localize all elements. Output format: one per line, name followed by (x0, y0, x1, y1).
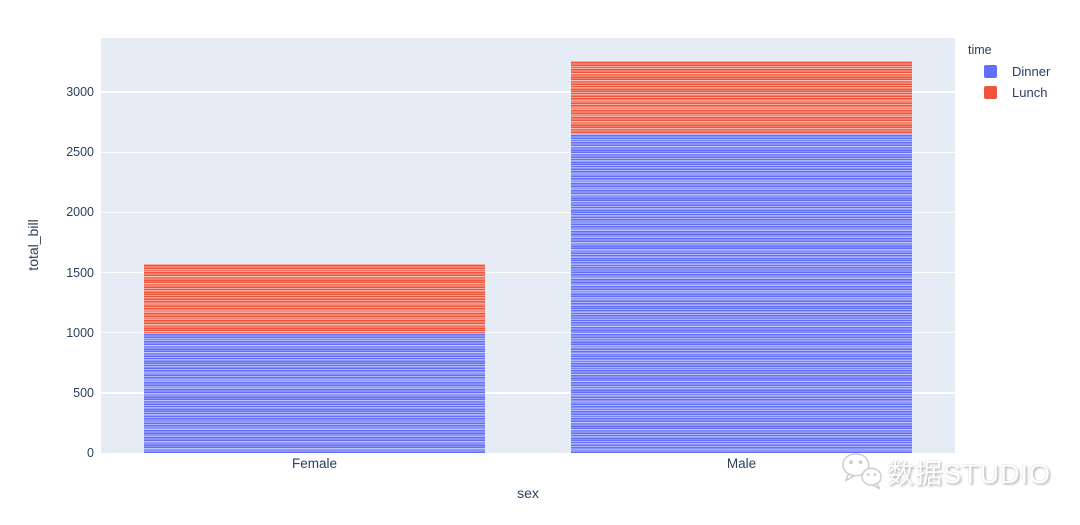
legend: time Dinner Lunch (968, 43, 1050, 103)
wechat-icon (842, 453, 882, 490)
x-tick-label: Female (291, 456, 338, 471)
bar-male[interactable] (570, 38, 913, 453)
bar-female[interactable] (143, 38, 486, 453)
y-tick-label: 3000 (66, 85, 94, 100)
y-tick-label: 2000 (66, 205, 94, 220)
watermark: 数据STUDIO (840, 450, 1051, 492)
bar-segment-lunch-male[interactable] (570, 60, 913, 135)
legend-title: time (968, 43, 992, 57)
y-axis-title: total_bill (25, 219, 41, 271)
legend-swatch-dinner (984, 65, 997, 78)
watermark-text: 数据STUDIO (887, 458, 1052, 489)
legend-label: Lunch (1012, 85, 1048, 100)
gridline (101, 332, 955, 334)
x-tick-label: Male (726, 456, 757, 471)
y-tick-label: 500 (73, 385, 94, 400)
bar-segment-dinner-male[interactable] (570, 134, 913, 453)
y-tick-label: 0 (87, 446, 94, 460)
gridline (101, 392, 955, 394)
bar-segment-dinner-female[interactable] (143, 332, 486, 453)
y-tick-label: 1500 (66, 265, 94, 280)
legend-item-dinner[interactable]: Dinner (984, 61, 1050, 82)
legend-swatch-lunch (984, 86, 997, 99)
y-tick-label: 1000 (66, 325, 94, 340)
legend-item-lunch[interactable]: Lunch (984, 82, 1050, 103)
legend-label: Dinner (1012, 64, 1051, 79)
gridline (101, 91, 955, 93)
y-tick-label: 2500 (66, 145, 94, 160)
gridline (101, 151, 955, 153)
bar-segment-lunch-female[interactable] (143, 264, 486, 333)
plot-area[interactable] (101, 38, 955, 453)
gridline (101, 211, 955, 214)
gridline (101, 271, 955, 274)
x-axis-title: sex (517, 485, 539, 501)
